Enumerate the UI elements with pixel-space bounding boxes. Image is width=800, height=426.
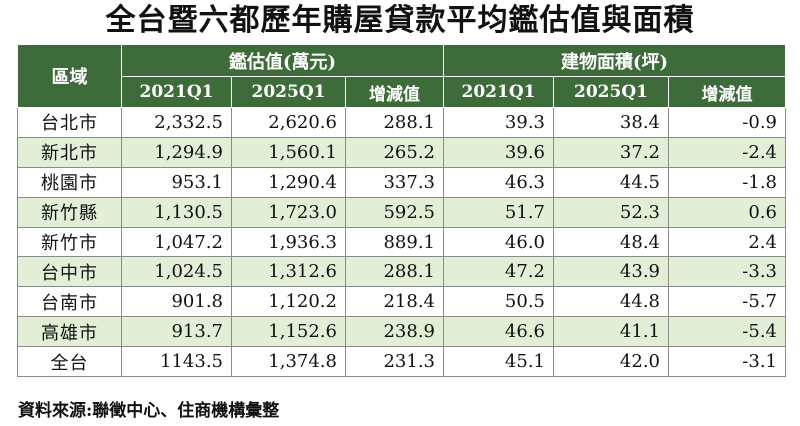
appraisal-2025q1-cell: 1,560.1 (231, 136, 346, 168)
area-2021q1-cell: 46.0 (443, 226, 554, 258)
table-row: 台中市 1,024.5 1,312.6 288.1 47.2 43.9 -3.3 (17, 256, 786, 288)
source-note: 資料來源:聯徵中心、住商機構彙整 (18, 401, 280, 421)
table-row: 台南市 901.8 1,120.2 218.4 50.5 44.8 -5.7 (17, 286, 786, 318)
area-2021q1-cell: 39.6 (443, 136, 554, 168)
area-change-cell: -2.4 (668, 136, 786, 168)
area-change-cell: 0.6 (668, 196, 786, 228)
area-2025q1-cell: 52.3 (553, 196, 669, 228)
area-2025q1-cell: 44.5 (553, 166, 669, 198)
area-2021q1-cell: 46.3 (443, 166, 554, 198)
header-area-2025q1: 2025Q1 (553, 76, 669, 108)
area-change-cell: -0.9 (668, 107, 786, 138)
appraisal-change-cell: 288.1 (345, 107, 444, 138)
area-change-cell: -1.8 (668, 166, 786, 198)
area-2021q1-cell: 50.5 (443, 286, 554, 318)
region-cell: 新竹縣 (17, 196, 122, 228)
area-2021q1-cell: 45.1 (443, 346, 554, 378)
area-2025q1-cell: 43.9 (553, 256, 669, 288)
area-change-cell: -3.3 (668, 256, 786, 288)
table-row: 全台 1143.5 1,374.8 231.3 45.1 42.0 -3.1 (17, 346, 786, 378)
appraisal-change-cell: 218.4 (345, 286, 444, 318)
header-appraisal-change: 增減值 (345, 76, 444, 108)
region-cell: 高雄市 (17, 316, 122, 348)
table-row: 新竹市 1,047.2 1,936.3 889.1 46.0 48.4 2.4 (17, 226, 786, 258)
area-2021q1-cell: 39.3 (443, 107, 554, 138)
header-appraisal-group: 鑑估值(萬元) (121, 44, 444, 77)
table-row: 新北市 1,294.9 1,560.1 265.2 39.6 37.2 -2.4 (17, 136, 786, 168)
header-appraisal-2021q1: 2021Q1 (121, 76, 232, 108)
region-cell: 新北市 (17, 136, 122, 168)
region-cell: 台北市 (17, 107, 122, 138)
appraisal-2025q1-cell: 1,374.8 (231, 346, 346, 378)
region-cell: 桃園市 (17, 166, 122, 198)
appraisal-change-cell: 238.9 (345, 316, 444, 348)
appraisal-2021q1-cell: 2,332.5 (121, 107, 232, 138)
table-row: 台北市 2,332.5 2,620.6 288.1 39.3 38.4 -0.9 (17, 107, 786, 138)
table-row: 高雄市 913.7 1,152.6 238.9 46.6 41.1 -5.4 (17, 316, 786, 348)
appraisal-change-cell: 337.3 (345, 166, 444, 198)
appraisal-2021q1-cell: 1143.5 (121, 346, 232, 378)
appraisal-2021q1-cell: 1,024.5 (121, 256, 232, 288)
area-2025q1-cell: 37.2 (553, 136, 669, 168)
region-cell: 全台 (17, 346, 122, 378)
page-title: 全台暨六都歷年購屋貸款平均鑑估值與面積 (105, 3, 695, 38)
area-2025q1-cell: 38.4 (553, 107, 669, 138)
appraisal-2021q1-cell: 901.8 (121, 286, 232, 318)
area-2025q1-cell: 42.0 (553, 346, 669, 378)
area-2025q1-cell: 48.4 (553, 226, 669, 258)
area-change-cell: -5.4 (668, 316, 786, 348)
header-row-2: 2021Q1 2025Q1 增減值 2021Q1 2025Q1 增減值 (18, 76, 786, 108)
header-area-2021q1: 2021Q1 (443, 76, 554, 108)
appraisal-2025q1-cell: 2,620.6 (231, 107, 346, 138)
appraisal-change-cell: 231.3 (345, 346, 444, 378)
area-2021q1-cell: 46.6 (443, 316, 554, 348)
data-table: 區域 鑑估值(萬元) 建物面積(坪) 2021Q1 2025Q1 增減值 202… (17, 44, 786, 378)
appraisal-2025q1-cell: 1,120.2 (231, 286, 346, 318)
area-2025q1-cell: 44.8 (553, 286, 669, 318)
appraisal-2025q1-cell: 1,312.6 (231, 256, 346, 288)
region-cell: 新竹市 (17, 226, 122, 258)
region-cell: 台中市 (17, 256, 122, 288)
header-appraisal-2025q1: 2025Q1 (231, 76, 346, 108)
appraisal-2021q1-cell: 1,047.2 (121, 226, 232, 258)
area-change-cell: -5.7 (668, 286, 786, 318)
appraisal-change-cell: 265.2 (345, 136, 444, 168)
header-area-group: 建物面積(坪) (443, 44, 786, 77)
appraisal-2021q1-cell: 913.7 (121, 316, 232, 348)
appraisal-change-cell: 889.1 (345, 226, 444, 258)
appraisal-2025q1-cell: 1,290.4 (231, 166, 346, 198)
table-row: 桃園市 953.1 1,290.4 337.3 46.3 44.5 -1.8 (17, 166, 786, 198)
area-change-cell: -3.1 (668, 346, 786, 378)
header-area-change: 增減值 (668, 76, 786, 108)
appraisal-2025q1-cell: 1,723.0 (231, 196, 346, 228)
area-2021q1-cell: 47.2 (443, 256, 554, 288)
area-2025q1-cell: 41.1 (553, 316, 669, 348)
area-change-cell: 2.4 (668, 226, 786, 258)
area-2021q1-cell: 51.7 (443, 196, 554, 228)
appraisal-2025q1-cell: 1,936.3 (231, 226, 346, 258)
table-row: 新竹縣 1,130.5 1,723.0 592.5 51.7 52.3 0.6 (17, 196, 786, 228)
appraisal-2025q1-cell: 1,152.6 (231, 316, 346, 348)
region-cell: 台南市 (17, 286, 122, 318)
header-row-1: 區域 鑑估值(萬元) 建物面積(坪) (17, 44, 786, 108)
appraisal-change-cell: 288.1 (345, 256, 444, 288)
appraisal-change-cell: 592.5 (345, 196, 444, 228)
appraisal-2021q1-cell: 1,130.5 (121, 196, 232, 228)
appraisal-2021q1-cell: 1,294.9 (121, 136, 232, 168)
appraisal-2021q1-cell: 953.1 (121, 166, 232, 198)
header-region: 區域 (17, 44, 122, 108)
